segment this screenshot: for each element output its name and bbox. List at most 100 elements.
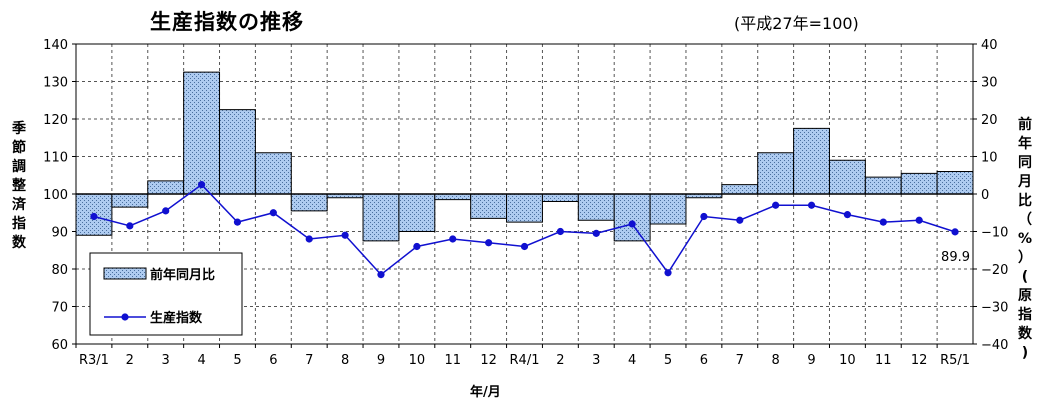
chart-subtitle: (平成27年=100) [734, 14, 859, 33]
line-point [736, 216, 744, 224]
bar [183, 71, 221, 195]
legend-line-marker [121, 313, 129, 321]
bar [111, 193, 149, 208]
line-point [700, 212, 708, 221]
y-tick-label-left: 110 [43, 151, 68, 166]
y-tick-label-left: 130 [43, 76, 68, 91]
line-point [592, 229, 600, 237]
line-point [628, 220, 636, 228]
x-tick-label: 5 [664, 353, 672, 368]
y-tick-label-right: −10 [981, 226, 1008, 241]
y-tick-label-right: 10 [981, 151, 998, 166]
x-tick-label: 5 [233, 353, 241, 368]
x-tick-label: 10 [409, 353, 426, 368]
y-tick-label-right: −30 [981, 301, 1008, 316]
line-point [413, 242, 421, 251]
x-tick-label: 4 [628, 353, 636, 368]
line-series: 89.9 [90, 181, 970, 279]
bar [936, 171, 974, 195]
line-point [449, 235, 457, 243]
chart-title: 生産指数の推移 [150, 10, 304, 34]
x-tick-label: 11 [444, 353, 461, 368]
x-tick-label: 7 [736, 353, 744, 368]
y-tick-label-right: −40 [981, 338, 1008, 353]
line-point [269, 209, 277, 217]
data-label: 89.9 [941, 250, 970, 265]
line-point [377, 271, 385, 279]
x-tick-label: 6 [700, 353, 708, 368]
axis-ticks: 60 70 80 90 100 110 120 130 140 −40 −30 −20 −10 0 10 20… [43, 38, 1008, 368]
x-tick-label: 12 [911, 353, 928, 368]
x-tick-label: 8 [772, 353, 780, 368]
bar [613, 193, 651, 242]
bar [828, 159, 866, 195]
line-point [843, 211, 852, 219]
x-tick-label: 3 [592, 353, 600, 368]
line-point [341, 231, 349, 239]
y-tick-label-right: 30 [981, 76, 998, 91]
y-tick-label-left: 60 [51, 338, 68, 353]
line-point [664, 269, 672, 277]
bar-series [75, 71, 974, 242]
left-axis-label: 季節調整済指数 [12, 121, 26, 251]
line-point [126, 222, 134, 230]
line-point [233, 218, 242, 226]
bar [541, 193, 579, 202]
legend-bar-swatch [103, 267, 147, 280]
bar [577, 193, 615, 221]
bar [147, 180, 185, 195]
y-tick-label-right: 40 [981, 38, 998, 53]
y-tick-label-left: 70 [51, 301, 68, 316]
bar [434, 193, 472, 201]
bar [864, 176, 902, 195]
y-tick-label-left: 100 [43, 188, 68, 203]
bar [470, 193, 508, 219]
x-tick-label: R3/1 [79, 353, 109, 368]
x-tick-label: 6 [269, 353, 277, 368]
bar [254, 152, 292, 195]
x-tick-label: 11 [875, 353, 892, 368]
bar [721, 184, 759, 195]
y-tick-label-left: 140 [43, 38, 68, 53]
bar [793, 127, 830, 195]
bar [362, 193, 400, 242]
bar [506, 193, 543, 223]
line-point [807, 201, 816, 209]
bar [398, 193, 436, 232]
y-tick-label-left: 80 [51, 263, 68, 278]
line-point [90, 212, 98, 221]
line-point [556, 227, 564, 236]
x-tick-label: 9 [807, 353, 815, 368]
x-tick-label: 10 [839, 353, 856, 368]
line-point [520, 242, 529, 251]
line-point [197, 181, 206, 189]
x-tick-label: 4 [197, 353, 205, 368]
x-tick-label: R4/1 [510, 353, 540, 368]
legend-line-label: 生産指数 [150, 310, 203, 326]
line-point [485, 239, 493, 247]
line-point [951, 228, 959, 236]
y-tick-label-right: 20 [981, 113, 998, 128]
y-tick-label-right: −20 [981, 263, 1008, 278]
line-point [772, 201, 780, 209]
bar [757, 152, 795, 195]
line-point [162, 207, 170, 215]
x-tick-label: 8 [341, 353, 349, 368]
legend-box [89, 252, 243, 336]
y-tick-label-right: 0 [981, 188, 989, 203]
right-axis-label: 前年同月比（%）(原指数) [1017, 117, 1033, 361]
legend-bar-label: 前年同月比 [150, 267, 215, 283]
x-tick-label: R5/1 [940, 353, 970, 368]
y-tick-label-left: 120 [43, 113, 68, 128]
bar [219, 109, 256, 195]
bar [900, 172, 938, 195]
x-tick-label: 12 [480, 353, 497, 368]
y-tick-label-left: 90 [51, 226, 68, 241]
x-tick-label: 2 [556, 353, 564, 368]
x-axis-label: 年/月 [470, 385, 501, 400]
bar [649, 193, 687, 225]
x-tick-label: 9 [377, 353, 385, 368]
line-point [305, 235, 313, 243]
bar [290, 193, 328, 212]
